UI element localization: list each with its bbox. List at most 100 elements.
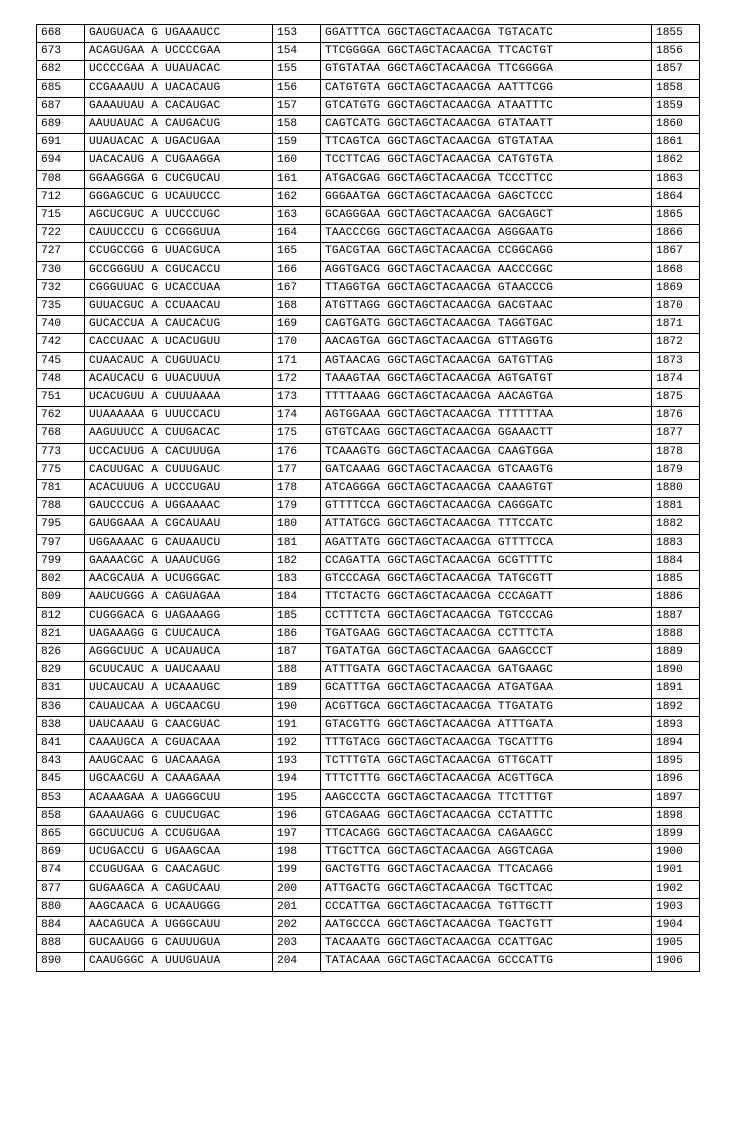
table-row: 858GAAAUAGG G CUUCUGAC196GTCAGAAG GGCTAG… (37, 807, 700, 825)
id1-cell: 748 (37, 370, 85, 388)
id2-cell: 168 (273, 298, 321, 316)
table-row: 775CACUUGAC A CUUUGAUC177GATCAAAG GGCTAG… (37, 461, 700, 479)
id2-cell: 173 (273, 389, 321, 407)
seq1-cell: GCUUCAUC A UAUCAAAU (85, 662, 273, 680)
id2-cell: 190 (273, 698, 321, 716)
id3-cell: 1874 (652, 370, 700, 388)
table-row: 742CACCUAAC A UCACUGUU170AACAGTGA GGCTAG… (37, 334, 700, 352)
id1-cell: 836 (37, 698, 85, 716)
table-row: 748ACAUCACU G UUACUUUA172TAAAGTAA GGCTAG… (37, 370, 700, 388)
table-row: 781ACACUUUG A UCCCUGAU178ATCAGGGA GGCTAG… (37, 480, 700, 498)
seq1-cell: CCGAAAUU A UACACAUG (85, 79, 273, 97)
seq1-cell: CAUAUCAA A UGCAACGU (85, 698, 273, 716)
seq1-cell: CUGGGACA G UAGAAAGG (85, 607, 273, 625)
seq2-cell: GTCATGTG GGCTAGCTACAACGA ATAATTTC (321, 97, 652, 115)
id3-cell: 1873 (652, 352, 700, 370)
id2-cell: 164 (273, 225, 321, 243)
seq2-cell: GCATTTGA GGCTAGCTACAACGA ATGATGAA (321, 680, 652, 698)
id3-cell: 1890 (652, 662, 700, 680)
id3-cell: 1906 (652, 953, 700, 971)
seq1-cell: AAGCAACA G UCAAUGGG (85, 898, 273, 916)
table-row: 809AAUCUGGG A CAGUAGAA184TTCTACTG GGCTAG… (37, 589, 700, 607)
table-row: 788GAUCCCUG A UGGAAAAC179GTTTTCCA GGCTAG… (37, 498, 700, 516)
table-row: 799GAAAACGC A UAAUCUGG182CCAGATTA GGCTAG… (37, 552, 700, 570)
id2-cell: 200 (273, 880, 321, 898)
id1-cell: 812 (37, 607, 85, 625)
seq2-cell: AGTAACAG GGCTAGCTACAACGA GATGTTAG (321, 352, 652, 370)
id2-cell: 155 (273, 61, 321, 79)
id3-cell: 1905 (652, 935, 700, 953)
seq1-cell: AAGUUUCC A CUUGACAC (85, 425, 273, 443)
id3-cell: 1885 (652, 571, 700, 589)
table-row: 797UGGAAAAC G CAUAAUCU181AGATTATG GGCTAG… (37, 534, 700, 552)
id1-cell: 821 (37, 625, 85, 643)
seq2-cell: AGTGGAAA GGCTAGCTACAACGA TTTTTTAA (321, 407, 652, 425)
id3-cell: 1862 (652, 152, 700, 170)
seq1-cell: ACACUUUG A UCCCUGAU (85, 480, 273, 498)
seq1-cell: ACAUCACU G UUACUUUA (85, 370, 273, 388)
id3-cell: 1892 (652, 698, 700, 716)
id2-cell: 165 (273, 243, 321, 261)
id1-cell: 797 (37, 534, 85, 552)
seq2-cell: GTCCCAGA GGCTAGCTACAACGA TATGCGTT (321, 571, 652, 589)
table-row: 880AAGCAACA G UCAAUGGG201CCCATTGA GGCTAG… (37, 898, 700, 916)
table-row: 768AAGUUUCC A CUUGACAC175GTGTCAAG GGCTAG… (37, 425, 700, 443)
id2-cell: 169 (273, 316, 321, 334)
id3-cell: 1864 (652, 188, 700, 206)
id3-cell: 1876 (652, 407, 700, 425)
id3-cell: 1886 (652, 589, 700, 607)
id3-cell: 1895 (652, 753, 700, 771)
seq1-cell: GUUACGUC A CCUAACAU (85, 298, 273, 316)
seq2-cell: TTGCTTCA GGCTAGCTACAACGA AGGTCAGA (321, 844, 652, 862)
table-row: 722CAUUCCCU G CCGGGUUA164TAACCCGG GGCTAG… (37, 225, 700, 243)
seq1-cell: UUAUACAC A UGACUGAA (85, 134, 273, 152)
id3-cell: 1880 (652, 480, 700, 498)
id3-cell: 1868 (652, 261, 700, 279)
id2-cell: 180 (273, 516, 321, 534)
id1-cell: 869 (37, 844, 85, 862)
id1-cell: 799 (37, 552, 85, 570)
id1-cell: 890 (37, 953, 85, 971)
seq1-cell: UCUGACCU G UGAAGCAA (85, 844, 273, 862)
id1-cell: 826 (37, 643, 85, 661)
seq2-cell: TATACAAA GGCTAGCTACAACGA GCCCATTG (321, 953, 652, 971)
table-row: 890CAAUGGGC A UUUGUAUA204TATACAAA GGCTAG… (37, 953, 700, 971)
id2-cell: 177 (273, 461, 321, 479)
id3-cell: 1871 (652, 316, 700, 334)
seq2-cell: GTGTATAA GGCTAGCTACAACGA TTCGGGGA (321, 61, 652, 79)
seq2-cell: CAGTGATG GGCTAGCTACAACGA TAGGTGAC (321, 316, 652, 334)
id2-cell: 156 (273, 79, 321, 97)
seq1-cell: GGCUUCUG A CCUGUGAA (85, 825, 273, 843)
id3-cell: 1901 (652, 862, 700, 880)
id3-cell: 1857 (652, 61, 700, 79)
id2-cell: 194 (273, 771, 321, 789)
id2-cell: 170 (273, 334, 321, 352)
id3-cell: 1860 (652, 116, 700, 134)
table-row: 691UUAUACAC A UGACUGAA159TTCAGTCA GGCTAG… (37, 134, 700, 152)
id3-cell: 1859 (652, 97, 700, 115)
id1-cell: 687 (37, 97, 85, 115)
id3-cell: 1867 (652, 243, 700, 261)
id1-cell: 795 (37, 516, 85, 534)
seq2-cell: ATGTTAGG GGCTAGCTACAACGA GACGTAAC (321, 298, 652, 316)
id1-cell: 888 (37, 935, 85, 953)
id2-cell: 167 (273, 279, 321, 297)
id1-cell: 831 (37, 680, 85, 698)
seq2-cell: TTTGTACG GGCTAGCTACAACGA TGCATTTG (321, 734, 652, 752)
seq1-cell: UCACUGUU A CUUUAAAA (85, 389, 273, 407)
id2-cell: 189 (273, 680, 321, 698)
id3-cell: 1855 (652, 25, 700, 43)
seq1-cell: ACAAAGAA A UAGGGCUU (85, 789, 273, 807)
seq1-cell: GUCACCUA A CAUCACUG (85, 316, 273, 334)
id2-cell: 193 (273, 753, 321, 771)
seq2-cell: ATTGACTG GGCTAGCTACAACGA TGCTTCAC (321, 880, 652, 898)
seq2-cell: AACAGTGA GGCTAGCTACAACGA GTTAGGTG (321, 334, 652, 352)
id3-cell: 1894 (652, 734, 700, 752)
id2-cell: 154 (273, 43, 321, 61)
seq2-cell: TCAAAGTG GGCTAGCTACAACGA CAAGTGGA (321, 443, 652, 461)
table-row: 751UCACUGUU A CUUUAAAA173TTTTAAAG GGCTAG… (37, 389, 700, 407)
seq2-cell: AGGTGACG GGCTAGCTACAACGA AACCCGGC (321, 261, 652, 279)
id3-cell: 1872 (652, 334, 700, 352)
id2-cell: 160 (273, 152, 321, 170)
id2-cell: 166 (273, 261, 321, 279)
